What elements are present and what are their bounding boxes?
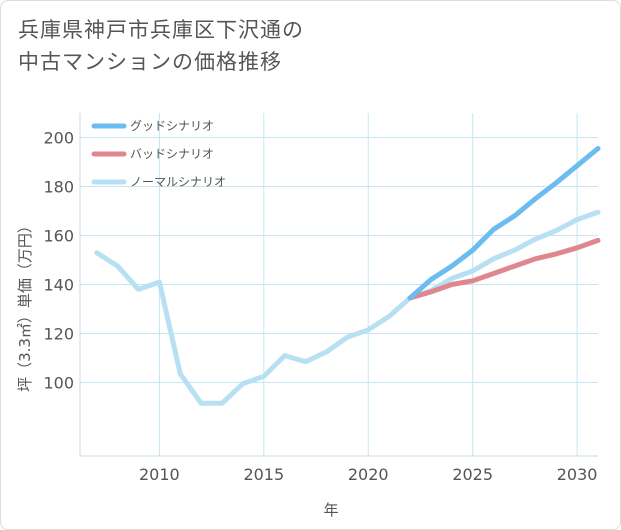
series-line-0 — [407, 146, 601, 301]
axes — [79, 113, 598, 457]
x-tick-label: 2030 — [557, 465, 598, 484]
series-line-2 — [94, 209, 601, 406]
x-axis-title: 年 — [323, 501, 338, 519]
y-tick-label: 140 — [43, 276, 74, 295]
legend-label-0: グッドシナリオ — [130, 119, 214, 133]
y-tick-label: 120 — [43, 325, 74, 344]
grid-lines — [80, 113, 598, 456]
title-line-2: 中古マンションの価格推移 — [18, 50, 282, 74]
x-tick-label: 2020 — [348, 465, 389, 484]
y-tick-label: 100 — [43, 374, 74, 393]
x-tick-label: 2025 — [452, 465, 493, 484]
x-tick-labels: 2010 2015 2020 2025 2030 — [139, 465, 597, 484]
legend-label-1: バッドシナリオ — [130, 147, 214, 161]
y-tick-labels: 100 120 140 160 180 200 — [43, 129, 74, 393]
x-tick-label: 2015 — [243, 465, 284, 484]
title-line-1: 兵庫県神戸市兵庫区下沢通の — [18, 18, 304, 42]
y-axis-title: 坪（3.3㎡）単価（万円） — [16, 218, 34, 392]
series-lines — [94, 146, 601, 406]
y-tick-label: 180 — [43, 178, 74, 197]
chart-title: 兵庫県神戸市兵庫区下沢通の 中古マンションの価格推移 — [18, 14, 578, 78]
legend-label-2: ノーマルシナリオ — [130, 175, 226, 189]
y-tick-label: 200 — [43, 129, 74, 148]
x-tick-label: 2010 — [139, 465, 180, 484]
y-tick-label: 160 — [43, 227, 74, 246]
series-line-1 — [407, 237, 601, 301]
